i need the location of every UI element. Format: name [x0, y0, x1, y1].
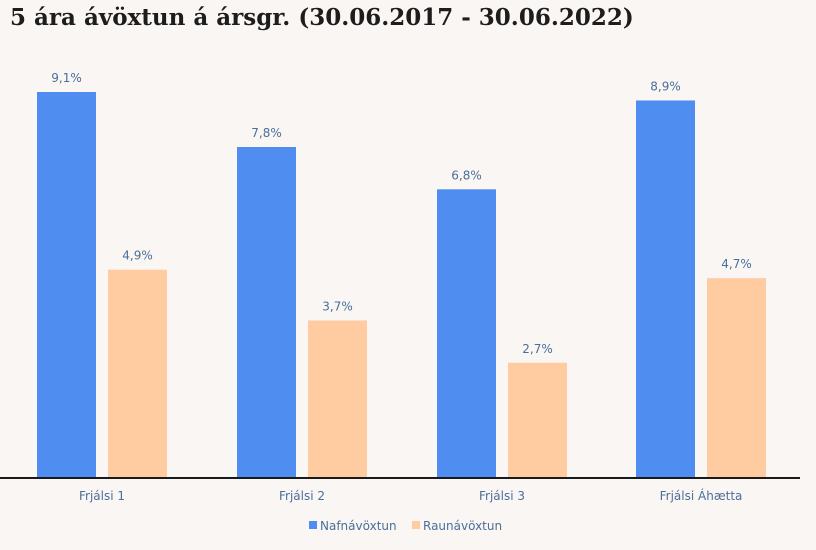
bar-real-1: [108, 269, 167, 477]
legend: Nafnávöxtun Raunávöxtun: [309, 519, 502, 533]
chart-title: 5 ára ávöxtun á ársgr. (30.06.2017 - 30.…: [10, 4, 634, 31]
value-label-real-4: 4,7%: [721, 257, 752, 271]
value-label-real-1: 4,9%: [122, 249, 153, 263]
legend-swatch-real: [412, 521, 420, 529]
bar-nominal-2: [237, 147, 296, 477]
category-label-4: Frjálsi Áhætta: [660, 488, 743, 503]
legend-swatch-nominal: [309, 521, 317, 529]
bar-nominal-1: [37, 92, 96, 477]
value-label-nominal-1: 9,1%: [51, 71, 82, 85]
value-label-real-3: 2,7%: [522, 342, 553, 356]
bar-real-4: [707, 278, 766, 477]
legend-label-nominal: Nafnávöxtun: [320, 519, 397, 533]
legend-label-real: Raunávöxtun: [423, 519, 502, 533]
value-label-nominal-3: 6,8%: [451, 168, 482, 182]
bar-real-2: [308, 320, 367, 477]
bar-nominal-3: [437, 189, 496, 478]
value-labels-group: 9,1% 4,9% 7,8% 3,7% 6,8% 2,7% 8,9% 4,7%: [51, 71, 752, 356]
bar-nominal-4: [636, 100, 695, 477]
category-label-3: Frjálsi 3: [479, 489, 525, 503]
value-label-real-2: 3,7%: [322, 299, 353, 313]
value-label-nominal-4: 8,9%: [650, 79, 681, 93]
category-label-1: Frjálsi 1: [79, 489, 125, 503]
bars-group: [37, 92, 766, 478]
value-label-nominal-2: 7,8%: [251, 126, 282, 140]
category-label-2: Frjálsi 2: [279, 489, 325, 503]
bar-real-3: [508, 362, 567, 477]
category-labels-group: Frjálsi 1 Frjálsi 2 Frjálsi 3 Frjálsi Áhætt…: [79, 488, 742, 503]
